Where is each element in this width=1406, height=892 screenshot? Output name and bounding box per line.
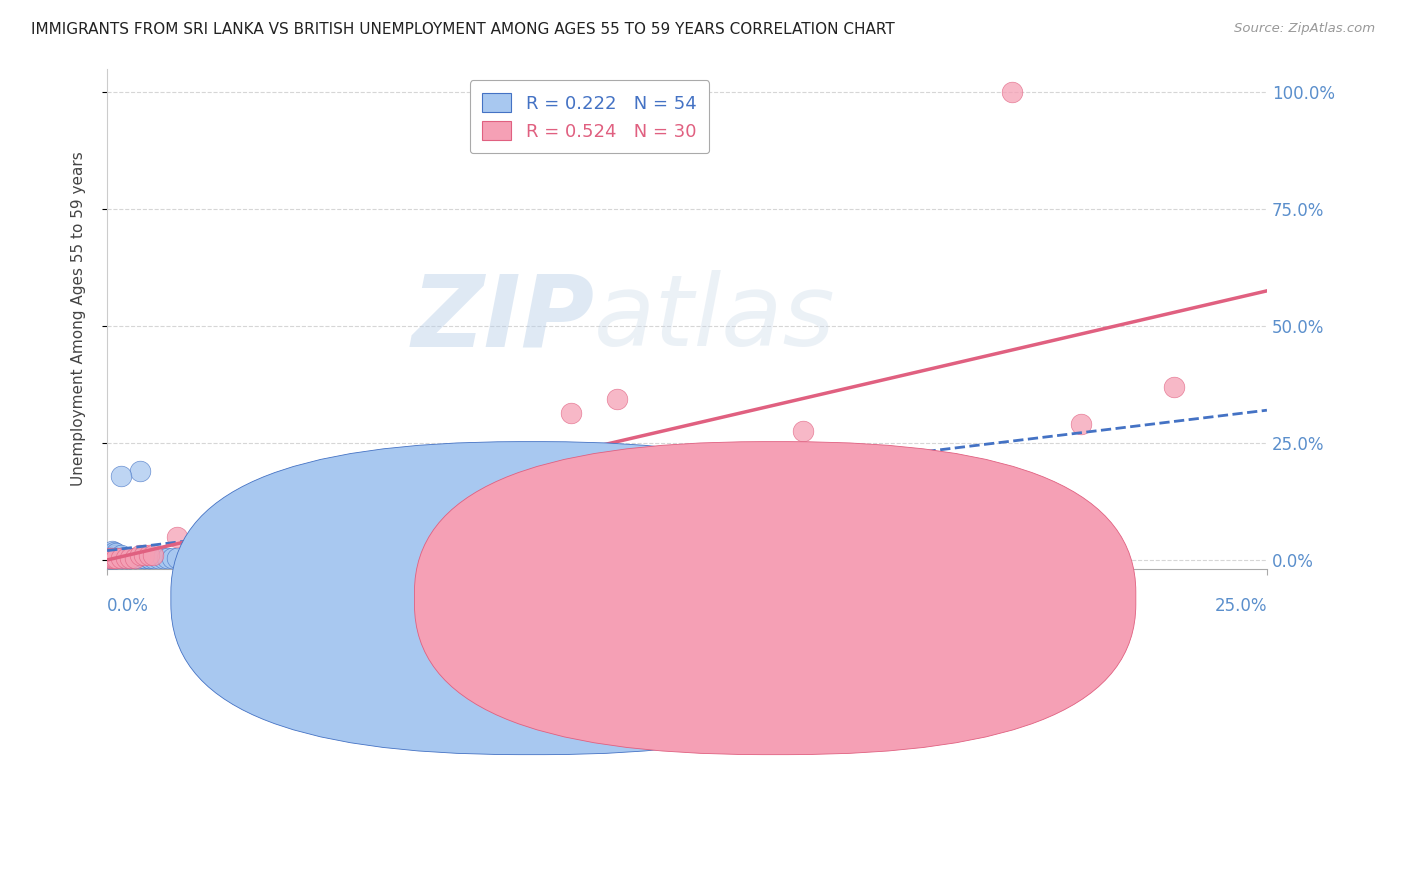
Point (105, 550, 128, 565)
Point (138, 550, 160, 565)
Point (112, 550, 135, 565)
Point (146, 550, 169, 565)
Text: 25.0%: 25.0% (1215, 597, 1267, 615)
Point (97, 550, 120, 565)
Text: Immigrants from Sri Lanka: Immigrants from Sri Lanka (550, 591, 754, 606)
Text: Source: ZipAtlas.com: Source: ZipAtlas.com (1234, 22, 1375, 36)
Point (128, 550, 150, 565)
FancyBboxPatch shape (415, 442, 1136, 755)
Point (124, 550, 146, 565)
Point (97, 550, 120, 565)
Point (105, 550, 128, 565)
Point (120, 550, 142, 565)
Point (124, 550, 146, 565)
Point (104, 550, 127, 565)
Point (110, 550, 132, 565)
Point (105, 549, 128, 563)
Point (114, 550, 136, 565)
Point (166, 550, 188, 565)
Point (110, 468, 132, 483)
FancyBboxPatch shape (172, 442, 893, 755)
Point (128, 464, 150, 478)
Point (114, 550, 136, 565)
Point (105, 550, 128, 565)
Point (103, 550, 125, 565)
Point (100, 550, 122, 565)
Point (281, 508, 304, 523)
Point (103, 544, 125, 558)
Point (98, 550, 121, 565)
Point (98, 550, 121, 565)
Point (101, 550, 124, 565)
Point (98, 549, 121, 564)
Point (188, 530, 211, 544)
Point (120, 550, 142, 565)
Point (105, 550, 128, 565)
Point (138, 549, 160, 563)
Point (110, 549, 132, 563)
Point (699, 457, 721, 471)
Point (352, 492, 374, 507)
Point (100, 550, 122, 565)
Point (1070, 417, 1092, 432)
Point (134, 550, 156, 565)
Point (105, 550, 128, 565)
Legend: R = 0.222   N = 54, R = 0.524   N = 30: R = 0.222 N = 54, R = 0.524 N = 30 (470, 80, 709, 153)
Point (134, 549, 156, 563)
Text: 0.0%: 0.0% (107, 597, 149, 615)
Point (152, 550, 174, 565)
Point (166, 530, 188, 544)
Point (134, 550, 156, 565)
Y-axis label: Unemployment Among Ages 55 to 59 years: Unemployment Among Ages 55 to 59 years (72, 152, 86, 486)
Point (328, 508, 350, 523)
Point (105, 546, 128, 560)
Point (100, 550, 122, 565)
Point (606, 392, 628, 406)
Point (120, 550, 142, 565)
Point (114, 550, 136, 565)
Point (467, 478, 489, 492)
Point (114, 550, 136, 565)
Text: atlas: atlas (595, 270, 835, 368)
Text: British: British (794, 591, 842, 606)
Point (103, 550, 125, 565)
Point (103, 547, 125, 561)
Point (1001, 85, 1024, 99)
Point (142, 549, 165, 563)
Point (100, 546, 122, 560)
Point (1163, 380, 1185, 394)
Point (100, 550, 122, 565)
Point (110, 550, 132, 565)
Point (138, 550, 160, 565)
Point (120, 550, 142, 565)
Text: ZIP: ZIP (411, 270, 595, 368)
Point (128, 549, 150, 563)
Point (100, 543, 122, 558)
Point (259, 506, 281, 520)
Point (100, 550, 122, 565)
Point (513, 471, 536, 485)
Point (101, 550, 124, 565)
Point (142, 550, 165, 565)
Point (160, 550, 183, 565)
Point (124, 550, 146, 565)
Point (107, 550, 129, 565)
Point (98, 550, 121, 565)
Point (156, 550, 179, 565)
Point (560, 405, 582, 419)
Point (212, 527, 235, 541)
Point (117, 550, 139, 565)
Point (111, 550, 134, 565)
Point (100, 549, 122, 563)
Point (235, 516, 257, 530)
Point (792, 424, 814, 438)
Point (98, 550, 121, 565)
Text: IMMIGRANTS FROM SRI LANKA VS BRITISH UNEMPLOYMENT AMONG AGES 55 TO 59 YEARS CORR: IMMIGRANTS FROM SRI LANKA VS BRITISH UNE… (31, 22, 894, 37)
Point (97, 550, 120, 565)
Point (110, 550, 132, 565)
Point (398, 501, 420, 516)
